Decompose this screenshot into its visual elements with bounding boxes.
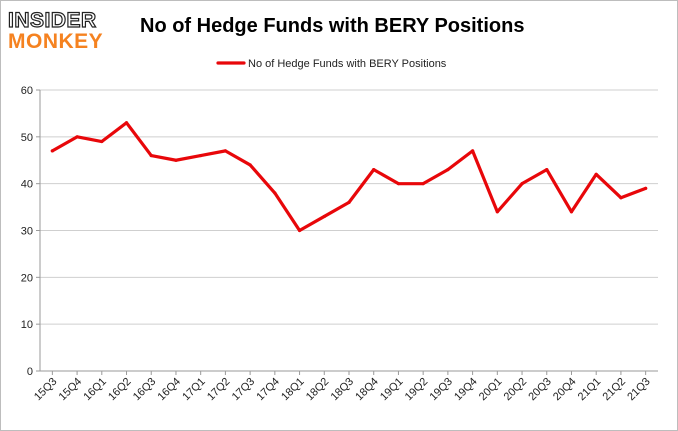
x-tick-label: 17Q1 <box>180 376 208 404</box>
data-point <box>594 172 598 176</box>
logo-text-monkey: MONKEY <box>8 30 104 53</box>
y-tick-label: 20 <box>21 272 33 284</box>
x-tick-label: 18Q1 <box>279 376 307 404</box>
x-tick-label: 15Q3 <box>32 376 60 404</box>
data-point <box>75 135 79 139</box>
data-point <box>174 158 178 162</box>
x-tick-label: 18Q4 <box>353 376 381 404</box>
y-tick-label: 30 <box>21 226 33 238</box>
data-point <box>50 149 54 153</box>
x-tick-label: 17Q4 <box>254 376 282 404</box>
x-tick-label: 18Q2 <box>304 376 332 404</box>
data-point <box>124 121 129 125</box>
data-point <box>520 182 524 186</box>
x-tick-label: 20Q2 <box>502 376 530 404</box>
logo-text-insider: INSIDER <box>7 9 97 32</box>
series-line <box>50 121 648 233</box>
data-point <box>545 168 549 172</box>
x-tick-label: 16Q2 <box>106 376 134 404</box>
data-point <box>619 196 623 200</box>
y-tick-label: 10 <box>21 319 33 331</box>
x-tick-label: 17Q3 <box>230 376 258 404</box>
insider-monkey-logo: INSIDER MONKEY <box>7 8 128 54</box>
y-tick-label: 0 <box>27 366 33 378</box>
data-point <box>297 228 302 233</box>
data-point <box>248 163 252 167</box>
data-point <box>322 214 326 219</box>
x-tick-label: 17Q2 <box>205 376 233 404</box>
x-tick-label: 19Q1 <box>378 376 406 404</box>
chart-title: No of Hedge Funds with BERY Positions <box>140 15 525 37</box>
y-tick-label: 40 <box>21 179 33 191</box>
x-tick-label: 20Q1 <box>477 376 505 404</box>
y-tick-label: 50 <box>21 132 33 144</box>
data-point <box>446 168 450 172</box>
data-point <box>273 191 277 195</box>
data-point <box>347 200 351 204</box>
x-tick-label: 16Q1 <box>81 376 109 404</box>
x-tick-label: 19Q3 <box>427 376 455 404</box>
x-tick-label: 21Q3 <box>625 376 653 404</box>
y-tick-label: 60 <box>21 85 33 97</box>
data-point <box>199 153 203 158</box>
x-tick-label: 16Q3 <box>131 376 159 404</box>
x-tick-label: 15Q4 <box>57 376 85 404</box>
data-point <box>644 186 648 190</box>
data-point <box>149 153 153 158</box>
data-point <box>100 139 104 144</box>
data-point <box>396 182 401 186</box>
data-point <box>372 168 376 172</box>
data-point <box>421 182 425 186</box>
data-point <box>223 149 227 153</box>
x-tick-label: 20Q3 <box>526 376 554 404</box>
x-tick-label: 19Q2 <box>403 376 431 404</box>
x-tick-label: 21Q1 <box>576 376 604 404</box>
data-point <box>495 210 499 214</box>
x-tick-label: 21Q2 <box>601 376 629 404</box>
x-tick-label: 20Q4 <box>551 376 579 404</box>
x-tick-label: 19Q4 <box>452 376 480 404</box>
legend-label: No of Hedge Funds with BERY Positions <box>248 58 447 70</box>
data-point <box>471 149 475 153</box>
x-tick-label: 16Q4 <box>156 376 184 404</box>
x-tick-label: 18Q3 <box>329 376 357 404</box>
data-point <box>569 210 574 214</box>
